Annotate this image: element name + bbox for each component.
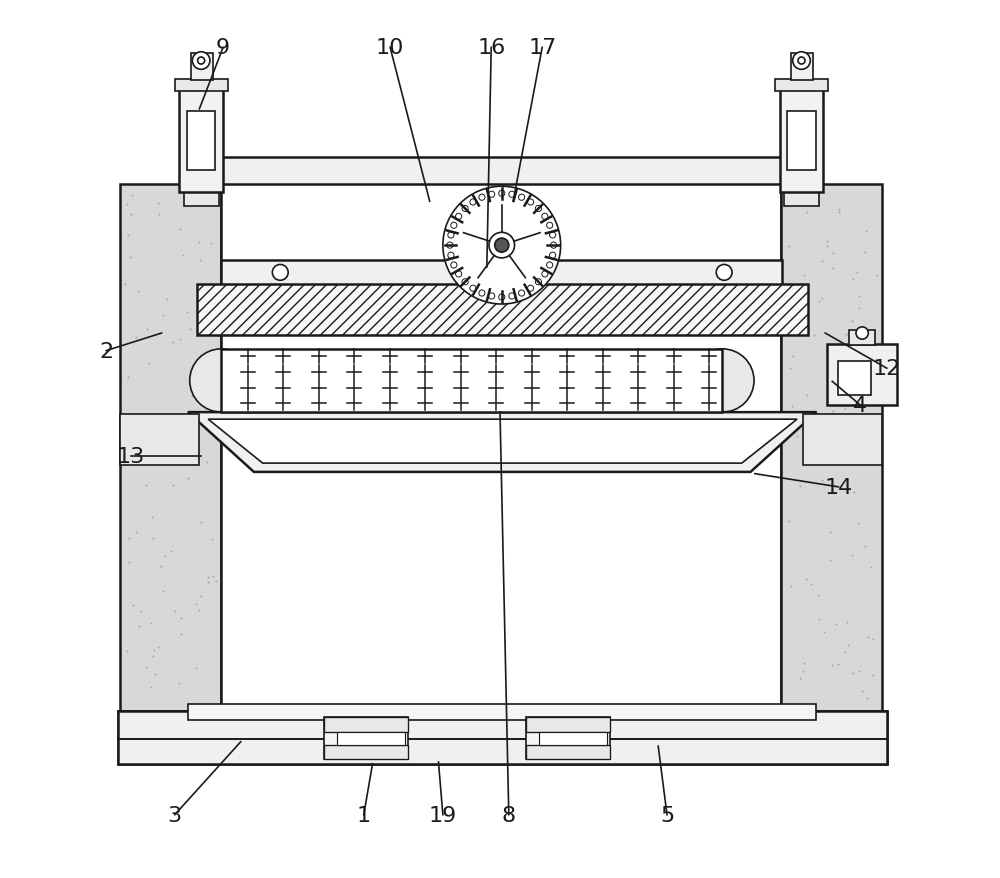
Circle shape [716,265,732,281]
Text: 1: 1 [357,805,371,824]
Circle shape [856,327,868,340]
Bar [337,732,405,745]
Bar [221,349,722,413]
Text: 3: 3 [168,805,182,824]
Text: 4: 4 [853,396,867,415]
Polygon shape [188,413,816,472]
Circle shape [494,265,510,281]
Polygon shape [208,420,797,464]
Circle shape [496,285,507,296]
Text: 13: 13 [117,447,145,466]
Bar [187,112,215,171]
Bar [526,745,610,759]
Bar [120,414,199,465]
Text: 10: 10 [376,39,404,58]
Bar [781,184,882,711]
Bar [184,189,219,206]
Circle shape [192,53,210,70]
Bar [787,112,816,171]
Circle shape [190,349,253,413]
Bar [803,414,882,465]
Text: 5: 5 [660,805,674,824]
Bar [827,344,897,406]
Bar [324,717,408,732]
Circle shape [198,58,205,65]
Text: 17: 17 [528,39,556,58]
Bar [221,261,782,285]
Bar [784,189,819,206]
Circle shape [272,265,288,281]
Bar [526,717,610,732]
Bar [539,732,607,745]
Text: 16: 16 [477,39,505,58]
Bar [849,330,875,346]
Bar [775,80,828,92]
Bar [791,54,813,81]
Text: 14: 14 [824,478,853,497]
Bar [120,184,221,711]
Circle shape [495,239,509,253]
Bar [324,717,408,759]
Bar [191,54,213,81]
Circle shape [798,58,805,65]
Bar [197,284,808,335]
Bar [118,711,887,764]
Bar [780,88,823,193]
Bar [175,80,228,92]
Circle shape [489,233,515,259]
Text: 19: 19 [429,805,457,824]
Circle shape [443,187,561,305]
Bar [188,704,816,720]
Text: 9: 9 [216,39,230,58]
Bar [526,717,610,759]
Circle shape [793,53,810,70]
Bar [324,745,408,759]
Text: 8: 8 [502,805,516,824]
Circle shape [691,349,754,413]
Bar [221,158,782,184]
Text: 12: 12 [873,359,901,378]
Text: 2: 2 [99,342,113,361]
Bar [838,362,871,395]
Bar [179,88,223,193]
Bar [118,711,887,764]
